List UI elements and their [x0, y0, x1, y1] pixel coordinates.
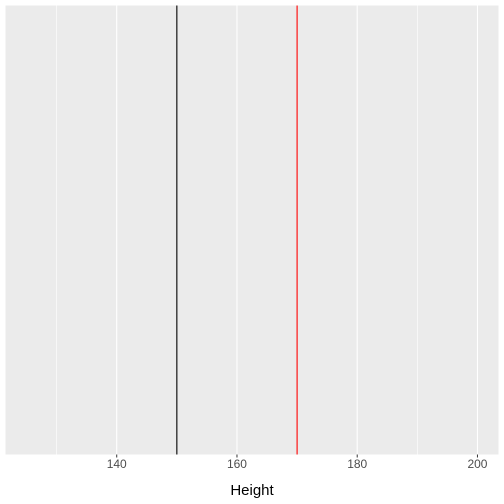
x-tick-label: 200 — [467, 457, 487, 471]
x-axis-title: Height — [230, 482, 274, 499]
reference-lines — [176, 5, 298, 455]
x-tick-label: 140 — [107, 457, 127, 471]
x-tick-label: 180 — [347, 457, 367, 471]
plot-panel — [5, 5, 499, 455]
x-tick-label: 160 — [227, 457, 247, 471]
x-axis: 140 160 180 200 — [107, 454, 488, 471]
